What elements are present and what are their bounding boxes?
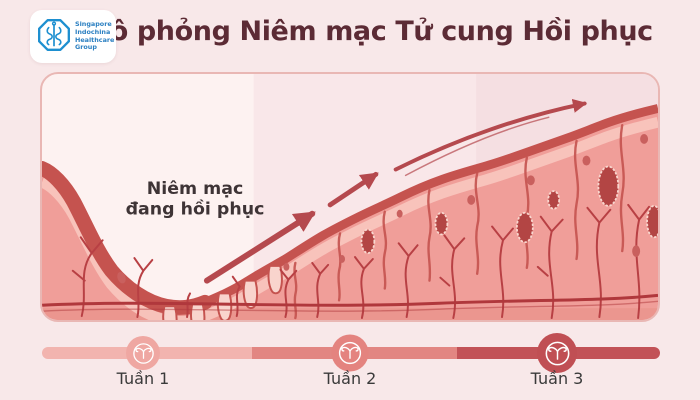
logo-text: Singapore Indochina Healthcare Group [75, 21, 114, 51]
timeline-marker-week1 [126, 336, 160, 370]
caption: Niêm mạc đang hồi phục [126, 179, 265, 220]
surface-dark-band-thick-dip [42, 161, 213, 315]
endometrium-illustration: Niêm mạc đang hồi phục [42, 74, 658, 320]
blood-vessels [71, 203, 651, 320]
tissue-dots [117, 134, 649, 284]
page-title: Mô phỏng Niêm mạc Tử cung Hồi phục [83, 16, 653, 47]
basal-vessel-line [42, 293, 658, 312]
sih-octagon-medical-icon [36, 17, 72, 57]
logo-text-line: Group [75, 43, 97, 52]
caption-line-1: Niêm mạc [147, 179, 244, 199]
logo-text-line: Healthcare [75, 35, 115, 44]
timeline-label-week1: Tuần 1 [116, 369, 170, 388]
growth-arrow-3-tail [404, 116, 550, 177]
endometrium-illustration-card: Niêm mạc đang hồi phục [40, 72, 660, 322]
timeline-label-week3: Tuần 3 [530, 369, 584, 388]
logo-text-line: Singapore [75, 20, 112, 29]
growth-arrow-3 [393, 98, 588, 172]
uterus-icon [132, 342, 154, 364]
timeline-marker-week3 [537, 333, 577, 373]
logo-text-line: Indochina [75, 27, 111, 36]
caption-line-2: đang hồi phục [126, 199, 265, 220]
uterus-icon [338, 341, 362, 365]
gland-pits [162, 265, 283, 320]
glands [360, 165, 658, 254]
timeline-label-week2: Tuần 2 [323, 369, 377, 388]
uterus-icon [545, 341, 569, 365]
timeline-marker-week2 [331, 334, 369, 372]
sih-logo: Singapore Indochina Healthcare Group [30, 10, 116, 63]
growth-arrow-1 [203, 210, 316, 284]
basal-strip [42, 308, 658, 320]
column-grooves [293, 123, 625, 320]
growth-arrows [203, 98, 588, 284]
growth-arrow-2 [327, 171, 379, 208]
